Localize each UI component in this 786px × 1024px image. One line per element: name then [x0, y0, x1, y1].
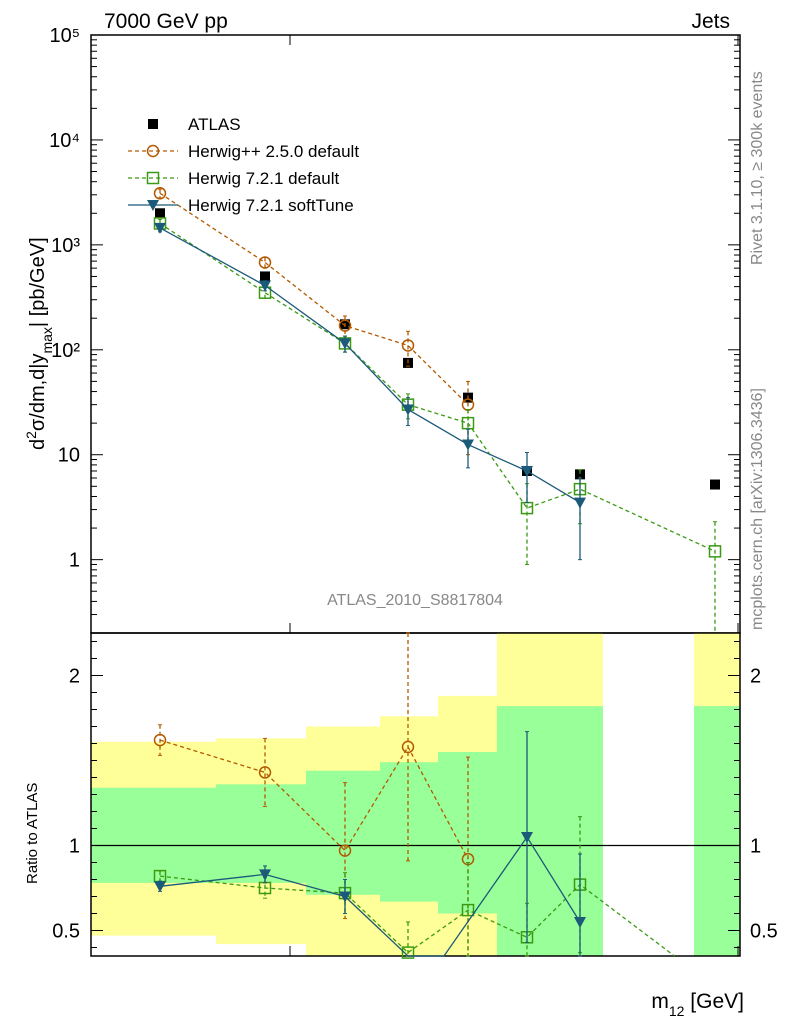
- y-tick-label: 10: [58, 445, 80, 467]
- data-point: [154, 222, 166, 234]
- data-point: [339, 891, 351, 903]
- ratio-plot-panel: 0.5 0.5 1 1 2 2: [52, 632, 778, 959]
- green-band-bin: [438, 752, 497, 914]
- data-point: [338, 319, 352, 332]
- x-label-part: 12: [669, 1003, 685, 1019]
- data-point: [461, 903, 475, 917]
- header-right-label: Jets: [691, 10, 730, 33]
- data-point: [338, 844, 352, 857]
- y-tick-label: 10⁴: [49, 130, 80, 152]
- series-line: [159, 222, 716, 552]
- main-y-axis-label: d2σ/dm,d|ymax| [pb/GeV]: [23, 237, 55, 450]
- data-point: [146, 171, 160, 185]
- data-point: [153, 733, 167, 747]
- y-tick-label: 10²: [51, 340, 80, 362]
- data-point: [153, 187, 167, 200]
- data-point: [575, 469, 585, 480]
- data-point: [574, 497, 586, 509]
- data-point: [521, 465, 533, 477]
- ratio-y-tick-label: 0.5: [52, 921, 80, 943]
- data-point: [462, 439, 474, 451]
- legend-label: Herwig 7.2.1 softTune: [188, 196, 354, 215]
- data-point: [259, 869, 271, 881]
- y-label-part: 2: [23, 431, 39, 439]
- rivet-side-label: Rivet 3.1.10, ≥ 300k events: [749, 71, 766, 265]
- data-point: [258, 766, 272, 779]
- green-band-bin: [216, 784, 306, 883]
- legend-label: Herwig++ 2.5.0 default: [188, 142, 359, 161]
- legend: ATLAS Herwig++ 2.5.0 default Herwig 7.2.1 …: [128, 115, 359, 215]
- data-point: [259, 280, 271, 292]
- ratio-y-tick-label: 0.5: [750, 921, 778, 943]
- series-line: [159, 192, 469, 406]
- data-point: [401, 339, 415, 352]
- ratio-series-line: [159, 739, 469, 860]
- green-band-bin: [694, 706, 740, 956]
- y-tick-label: 10³: [51, 235, 80, 257]
- green-band-bin: [306, 770, 380, 895]
- series-line: [159, 227, 581, 504]
- x-axis-label: m12 [GeV]: [651, 990, 744, 1019]
- green-band-bin: [91, 787, 216, 883]
- y-label-part: d: [27, 439, 49, 450]
- x-label-part: m: [651, 990, 669, 1013]
- data-point: [146, 144, 160, 158]
- data-point: [708, 545, 722, 558]
- ratio-y-axis-label: Ratio to ATLAS: [24, 783, 41, 884]
- data-point: [401, 946, 415, 959]
- data-point: [401, 740, 415, 754]
- data-point: [260, 271, 270, 282]
- data-point: [339, 338, 351, 350]
- data-point: [574, 917, 586, 928]
- y-tick-label: 10⁵: [49, 25, 80, 47]
- x-label-part: [GeV]: [684, 990, 744, 1013]
- legend-label: Herwig 7.2.1 default: [188, 169, 339, 188]
- y-tick-label: 1: [69, 550, 80, 572]
- y-label-part: σ/dm,d|y: [27, 354, 49, 432]
- y-label-part: | [pb/GeV]: [27, 237, 49, 327]
- legend-label: ATLAS: [188, 115, 241, 134]
- data-point: [461, 416, 475, 430]
- ratio-series-line: [159, 875, 675, 957]
- green-band-bin: [497, 706, 603, 956]
- ratio-y-tick-label: 2: [750, 666, 761, 688]
- data-point: [147, 200, 159, 211]
- green-band-bin: [380, 762, 438, 902]
- ratio-y-tick-label: 1: [750, 836, 761, 858]
- data-point: [258, 256, 272, 269]
- watermark-label: ATLAS_2010_S8817804: [327, 592, 503, 609]
- data-point: [402, 404, 414, 416]
- main-plot-panel: 1 10 10² 10³ 10⁴ 10⁵: [49, 25, 741, 634]
- data-point: [148, 119, 158, 129]
- ratio-y-tick-label: 1: [69, 836, 80, 858]
- ratio-y-tick-label: 2: [69, 666, 80, 688]
- data-point: [155, 208, 165, 219]
- y-label-part: max: [39, 327, 55, 353]
- mcplots-side-label: mcplots.cern.ch [arXiv:1306.3436]: [749, 388, 766, 630]
- data-point: [710, 479, 720, 490]
- data-point: [521, 832, 533, 843]
- header-left-label: 7000 GeV pp: [104, 10, 228, 33]
- data-point: [154, 881, 166, 893]
